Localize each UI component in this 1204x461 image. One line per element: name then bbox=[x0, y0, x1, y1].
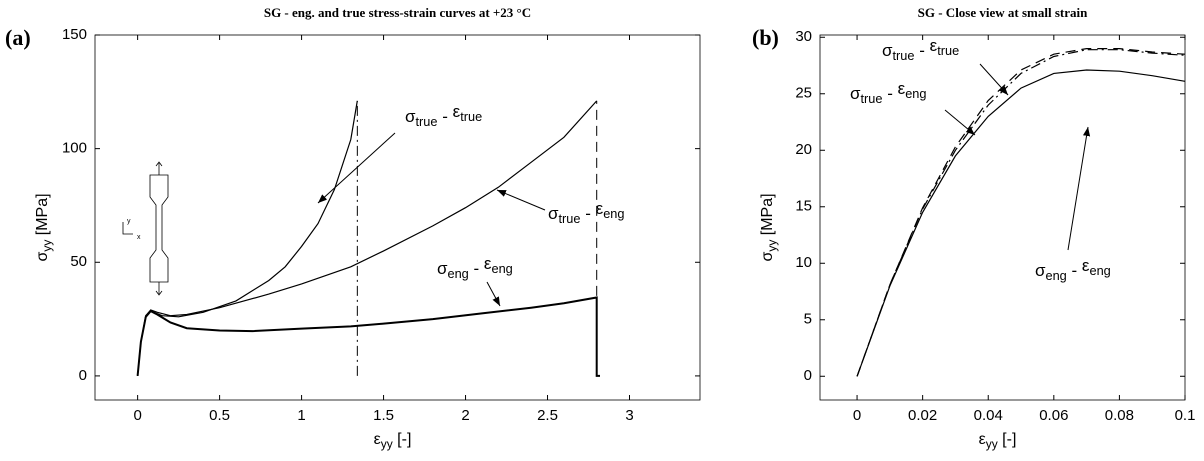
chart-title: SG - Close view at small strain bbox=[918, 5, 1088, 20]
series-label: σtrue - εeng bbox=[850, 79, 926, 106]
data-line bbox=[856, 49, 1186, 377]
y-tick-label: 50 bbox=[70, 253, 87, 270]
series-label: σeng - εeng bbox=[437, 254, 513, 281]
y-tick-label: 150 bbox=[62, 26, 87, 43]
x-tick-label: 2.5 bbox=[537, 407, 558, 424]
x-tick-label: 0.02 bbox=[908, 407, 937, 424]
svg-text:y: y bbox=[127, 218, 131, 225]
y-tick-label: 25 bbox=[795, 85, 812, 102]
x-axis-label: εyy [-] bbox=[979, 431, 1017, 451]
panel-label: (a) bbox=[5, 25, 31, 50]
specimen-icon: y x bbox=[122, 161, 169, 296]
x-tick-label: 1.5 bbox=[373, 407, 394, 424]
y-tick-label: 10 bbox=[795, 254, 812, 271]
x-tick-label: 0 bbox=[133, 407, 141, 424]
data-line bbox=[856, 48, 1186, 377]
y-tick-label: 0 bbox=[79, 367, 87, 384]
x-tick-label: 0.5 bbox=[209, 407, 230, 424]
data-line bbox=[137, 100, 358, 376]
annotation-arrow bbox=[496, 189, 546, 211]
x-tick-label: 0.04 bbox=[974, 407, 1003, 424]
x-axis-label: εyy [-] bbox=[374, 431, 412, 451]
series-label: σtrue - εtrue bbox=[405, 102, 482, 129]
annotation-arrow bbox=[486, 281, 501, 307]
x-tick-label: 2 bbox=[461, 407, 469, 424]
panel-label: (b) bbox=[752, 25, 779, 50]
y-tick-label: 20 bbox=[795, 141, 812, 158]
x-tick-label: 0.08 bbox=[1105, 407, 1134, 424]
y-tick-label: 15 bbox=[795, 198, 812, 215]
y-tick-label: 0 bbox=[804, 367, 812, 384]
annotation-arrow bbox=[317, 132, 396, 204]
x-tick-label: 3 bbox=[625, 407, 633, 424]
chart-title: SG - eng. and true stress-strain curves … bbox=[264, 5, 531, 20]
annotation-arrow bbox=[944, 109, 976, 136]
series-label: σtrue - εeng bbox=[548, 199, 624, 226]
series-label: σeng - εeng bbox=[1035, 256, 1111, 283]
x-tick-label: 0 bbox=[853, 407, 861, 424]
y-tick-label: 100 bbox=[62, 140, 87, 157]
series-label: σtrue - εtrue bbox=[882, 36, 959, 63]
annotation-arrow bbox=[1067, 126, 1091, 251]
data-line bbox=[137, 100, 598, 376]
x-tick-label: 1 bbox=[297, 407, 305, 424]
y-tick-label: 30 bbox=[795, 28, 812, 45]
data-line bbox=[136, 296, 600, 377]
plot-frame bbox=[819, 34, 1186, 401]
x-tick-label: 0.06 bbox=[1039, 407, 1068, 424]
svg-text:x: x bbox=[137, 234, 141, 241]
y-axis-label: σyy [MPa] bbox=[759, 193, 779, 261]
plot-frame bbox=[94, 34, 701, 401]
x-tick-label: 0.1 bbox=[1175, 407, 1196, 424]
y-tick-label: 5 bbox=[804, 311, 812, 328]
data-line bbox=[856, 69, 1186, 377]
annotation-arrow bbox=[979, 63, 1009, 96]
y-axis-label: σyy [MPa] bbox=[34, 193, 54, 261]
